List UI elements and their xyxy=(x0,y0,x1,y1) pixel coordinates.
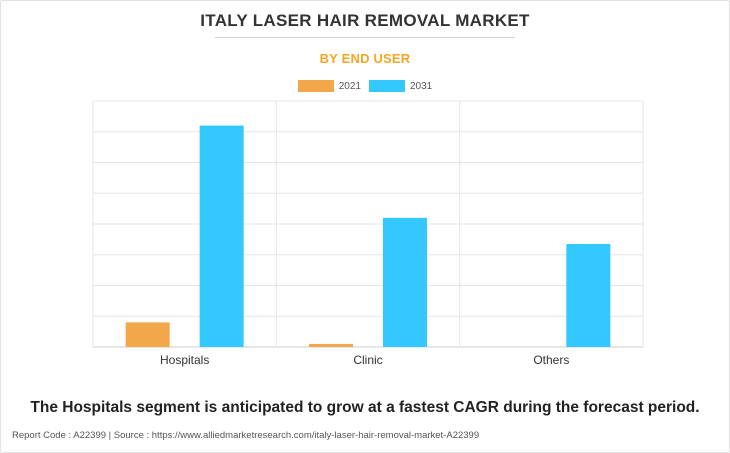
legend-swatch-2031 xyxy=(369,80,405,92)
bar-2021-hospitals xyxy=(125,322,170,347)
source-citation: Report Code : A22399 | Source : https://… xyxy=(12,430,480,441)
x-tick-label: Hospitals xyxy=(160,353,209,367)
bar-2031-others xyxy=(566,243,611,347)
chart-subtitle: BY END USER xyxy=(319,51,411,66)
legend-item-2031[interactable]: 2031 xyxy=(369,80,432,92)
x-tick-label: Others xyxy=(533,353,569,367)
legend-label-2031: 2031 xyxy=(410,80,433,92)
chart-legend: 2021 2031 xyxy=(0,80,730,92)
bar-2021-clinic xyxy=(309,343,353,347)
bar-2031-hospitals xyxy=(199,125,244,347)
bar-2031-clinic xyxy=(383,217,427,347)
legend-swatch-2021 xyxy=(297,80,334,92)
legend-label-2021: 2021 xyxy=(338,80,361,92)
x-tick-label: Clinic xyxy=(353,353,382,367)
chart-headline: The Hospitals segment is anticipated to … xyxy=(30,399,700,416)
chart-title: ITALY LASER HAIR REMOVAL MARKET xyxy=(200,11,530,30)
legend-item-2021[interactable]: 2021 xyxy=(297,80,361,92)
title-divider xyxy=(215,37,515,38)
